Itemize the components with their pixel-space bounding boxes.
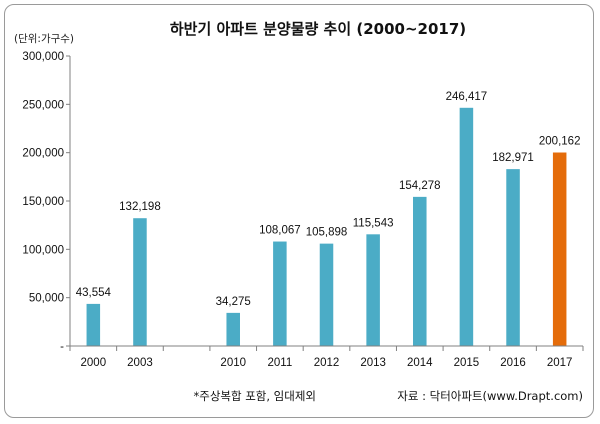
x-axis: 2000 2003 2010 2011 2012 2013 2014 2015 2016 2017: [69, 345, 584, 369]
y-tick-label: 50,000: [29, 293, 64, 305]
bar: [506, 169, 520, 346]
x-tick-label: 2000: [81, 357, 107, 369]
y-tick-label: 100,000: [22, 244, 64, 256]
bar: [273, 241, 287, 346]
x-tick-label: 2012: [314, 357, 340, 369]
x-tick-label: 2011: [267, 357, 292, 369]
source-note: 자료 : 닥터아파트(www.Drapt.com): [397, 389, 583, 403]
data-label: 34,275: [216, 296, 251, 308]
y-tick-label: 150,000: [22, 196, 64, 208]
y-tick-label: -: [60, 341, 64, 353]
bar: [86, 303, 101, 346]
data-label: 246,417: [446, 91, 488, 103]
bar: [552, 152, 567, 346]
data-label: 154,278: [399, 180, 441, 192]
x-tick-label: 2017: [547, 357, 573, 369]
bar: [133, 218, 147, 346]
bar: [366, 234, 380, 346]
bar: [459, 107, 474, 346]
data-label: 182,971: [492, 152, 534, 164]
data-label: 132,198: [119, 201, 161, 213]
y-tick-label: 250,000: [22, 99, 64, 111]
x-tick-label: 2014: [407, 357, 433, 369]
bars: [86, 107, 567, 346]
x-tick-label: 2010: [220, 357, 246, 369]
chart-title: 하반기 아파트 분양물량 추이 (2000~2017): [170, 20, 466, 38]
x-tick-label: 2003: [127, 357, 153, 369]
x-tick-label: 2016: [500, 357, 526, 369]
unit-label: (단위:가구수): [14, 32, 74, 45]
data-label: 200,162: [539, 136, 581, 148]
data-label: 105,898: [306, 227, 348, 239]
data-labels: 43,554 132,198 34,275 108,067 105,898 115,543…: [76, 91, 581, 308]
y-tick-label: 300,000: [22, 51, 64, 63]
bar: [413, 196, 427, 346]
x-tick-label: 2015: [454, 357, 480, 369]
y-axis: 300,000 250,000 200,000 150,000 100,000 50,00…: [22, 51, 71, 353]
y-tick-label: 200,000: [22, 148, 64, 160]
bar: [226, 312, 240, 346]
footnote: *주상복합 포함, 임대제외: [193, 389, 316, 403]
data-label: 43,554: [76, 287, 112, 299]
chart-frame: [4, 4, 594, 418]
data-label: 108,067: [259, 225, 301, 237]
data-label: 115,543: [353, 217, 394, 229]
bar: [319, 243, 334, 346]
x-tick-label: 2013: [360, 357, 386, 369]
